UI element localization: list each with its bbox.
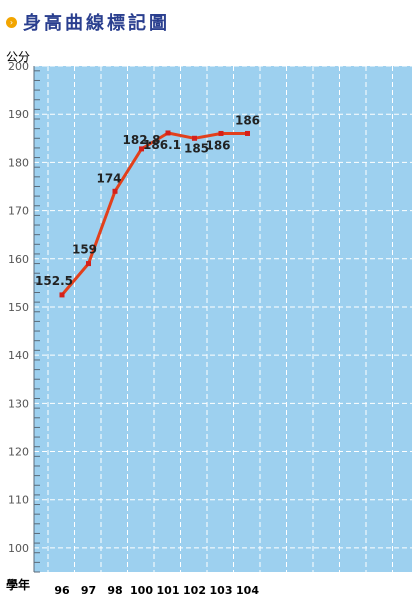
height-series-line <box>60 131 248 296</box>
y-tick-label: 120 <box>8 446 29 459</box>
data-label: 186 <box>235 113 260 127</box>
y-tick-label: 200 <box>8 60 29 73</box>
minor-ticks <box>33 66 40 573</box>
data-point <box>112 188 118 194</box>
x-tick-label: 100 <box>130 584 153 597</box>
data-point <box>139 146 144 152</box>
x-tick-label: 98 <box>107 584 122 597</box>
plot-area <box>34 66 412 572</box>
data-point <box>59 292 65 298</box>
data-point <box>218 130 224 136</box>
x-tick-label: 102 <box>183 584 206 597</box>
y-tick-label: 130 <box>8 397 29 410</box>
y-tick-label: 160 <box>8 253 29 266</box>
x-tick-label: 104 <box>236 584 259 597</box>
y-axis-unit-label: 公分 <box>6 50 31 64</box>
data-point <box>192 135 197 141</box>
data-label: 186 <box>205 138 230 152</box>
data-point <box>245 130 250 136</box>
y-tick-label: 170 <box>8 205 29 218</box>
data-points <box>59 130 250 298</box>
y-tick-label: 100 <box>8 542 29 555</box>
data-point <box>165 130 171 136</box>
x-tick-label: 101 <box>157 584 180 597</box>
chart-title-bar: › 身高曲線標記圖 <box>6 8 170 36</box>
grid-lines <box>34 65 412 572</box>
x-tick-label: 103 <box>210 584 233 597</box>
x-tick-label: 96 <box>54 584 70 597</box>
data-point <box>86 261 91 267</box>
data-label: 174 <box>96 171 121 185</box>
y-tick-label: 180 <box>8 156 29 169</box>
y-tick-label: 190 <box>8 108 29 121</box>
data-label: 186.1 <box>143 138 181 152</box>
circle-chevron-icon: › <box>6 16 17 28</box>
chart-title: 身高曲線標記圖 <box>23 13 170 34</box>
y-tick-label: 140 <box>8 349 29 362</box>
y-tick-label: 110 <box>8 494 29 507</box>
x-tick-labels: 96 97 98 100 101 102 103 104 <box>54 584 259 597</box>
y-tick-label: 150 <box>8 301 29 314</box>
x-axis-unit-label: 學年 <box>6 578 31 592</box>
data-label: 185 <box>184 141 209 155</box>
data-label: 159 <box>72 243 97 257</box>
data-label: 152.5 <box>35 274 73 288</box>
x-tick-label: 97 <box>81 584 96 597</box>
y-tick-labels: 100 110 120 130 140 150 160 170 180 190 200 <box>8 60 29 555</box>
data-label: 182.8 <box>123 133 161 147</box>
